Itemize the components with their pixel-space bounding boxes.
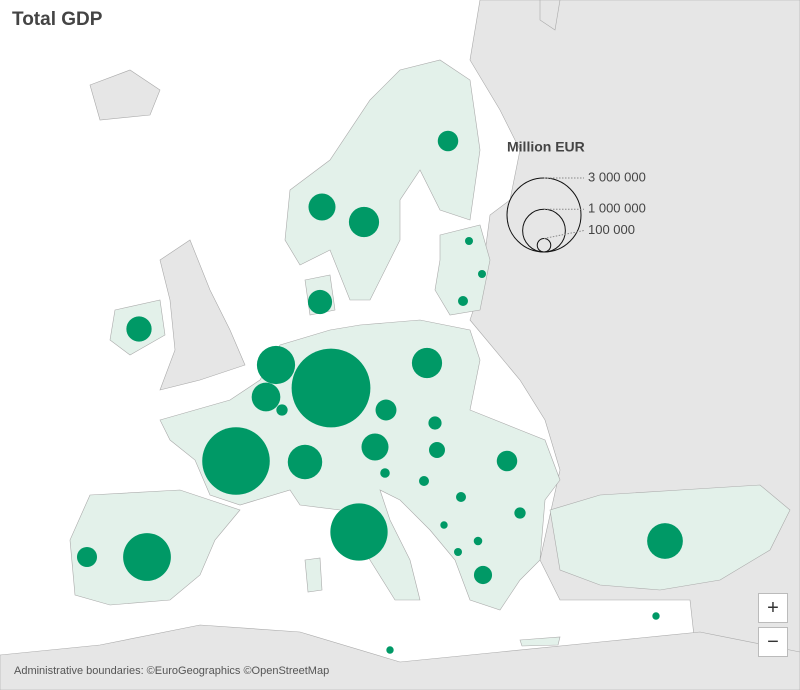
gdp-bubble (454, 548, 462, 556)
legend-title: Million EUR (507, 139, 585, 155)
gdp-bubble (418, 475, 430, 487)
gdp-bubble (478, 270, 486, 278)
non-eu-land (0, 624, 800, 690)
attribution: Administrative boundaries: ©EuroGeograph… (14, 665, 329, 677)
legend-leader (543, 229, 585, 239)
gdp-bubble (76, 546, 98, 568)
gdp-bubble (276, 404, 288, 416)
gdp-bubble (380, 468, 390, 478)
gdp-bubble (251, 382, 281, 412)
gdp-bubble (386, 646, 394, 654)
gdp-bubble (473, 536, 483, 546)
gdp-bubble (330, 503, 388, 561)
map-title: Total GDP (12, 9, 103, 30)
gdp-bubble (514, 507, 526, 519)
gdp-bubble (440, 521, 448, 529)
gdp-bubble (428, 416, 442, 430)
gdp-bubble (287, 444, 323, 480)
eu-land (434, 224, 491, 316)
gdp-bubble (647, 523, 683, 559)
gdp-bubble (473, 565, 493, 585)
gdp-bubble (457, 295, 469, 307)
gdp-bubble (348, 206, 380, 238)
zoom-in-button[interactable]: + (758, 593, 788, 623)
gdp-bubble (256, 345, 296, 385)
eu-land (519, 636, 561, 647)
gdp-bubble (202, 427, 270, 495)
gdp-bubble (465, 237, 473, 245)
gdp-bubble (437, 130, 459, 152)
gdp-bubble (411, 347, 443, 379)
zoom-out-button[interactable]: − (758, 627, 788, 657)
eu-land (304, 557, 323, 593)
gdp-bubble (308, 193, 336, 221)
gdp-bubble (375, 399, 397, 421)
non-eu-land (89, 69, 161, 121)
gdp-bubble (307, 289, 333, 315)
non-eu-land (159, 239, 246, 391)
gdp-bubble (126, 316, 152, 342)
legend-label: 100 000 (588, 222, 635, 237)
gdp-bubble (429, 442, 445, 458)
legend-label: 3 000 000 (588, 169, 646, 184)
gdp-bubble (123, 533, 171, 581)
legend-label: 1 000 000 (588, 201, 646, 216)
gdp-bubble (455, 491, 467, 503)
gdp-bubble (361, 433, 389, 461)
gdp-bubble (652, 612, 660, 620)
eu-land (284, 59, 481, 301)
gdp-bubble (496, 450, 518, 472)
non-eu-land (539, 0, 561, 31)
gdp-bubble (291, 348, 371, 428)
